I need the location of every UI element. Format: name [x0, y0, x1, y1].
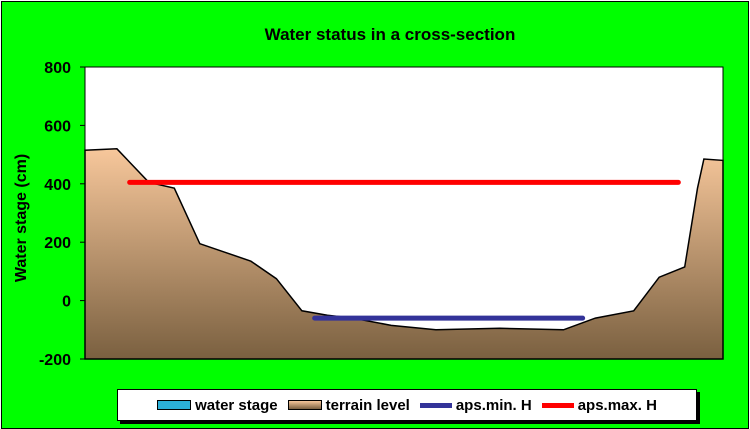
legend-swatch — [287, 400, 322, 410]
y-axis-label: Water stage (cm) — [13, 154, 30, 282]
legend-swatch — [541, 402, 574, 408]
y-tick-label: 200 — [44, 235, 71, 252]
threshold-lines — [127, 179, 681, 321]
legend-swatch — [419, 402, 452, 408]
legend-item: terrain level — [287, 396, 410, 414]
terrain-area — [84, 148, 724, 360]
legend-label: aps.max. H — [577, 396, 657, 414]
terrain-series — [84, 148, 724, 360]
y-tick-label: 600 — [44, 118, 71, 135]
legend-item: aps.max. H — [541, 396, 657, 414]
legend-swatch — [157, 400, 192, 410]
y-tick-label: -200 — [39, 352, 71, 369]
y-tick-label: 800 — [44, 60, 71, 77]
legend-label: aps.min. H — [455, 396, 532, 414]
legend-label: terrain level — [325, 396, 410, 414]
y-axis-ticks: 800 600 400 200 0 -200 — [39, 60, 85, 369]
chart-title: Water status in a cross-section — [265, 25, 516, 44]
legend-item: water stage — [157, 397, 278, 414]
legend-label: water stage — [195, 396, 278, 414]
y-tick-label: 0 — [62, 294, 71, 311]
legend: water stage terrain level aps.min. H aps.ma… — [117, 389, 697, 421]
y-tick-label: 400 — [44, 177, 71, 194]
legend-item: aps.min. H — [419, 396, 532, 414]
